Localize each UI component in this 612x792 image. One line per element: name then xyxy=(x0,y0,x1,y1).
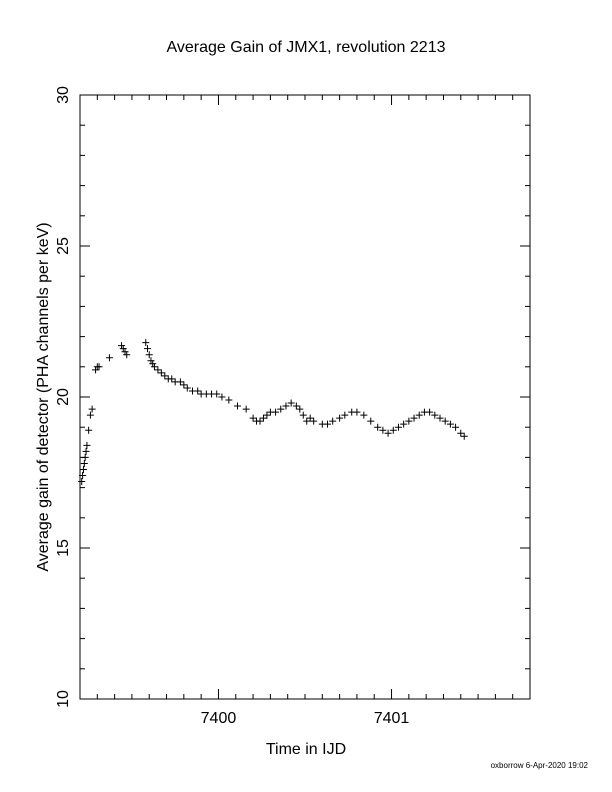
data-point xyxy=(83,441,91,449)
y-axis-label: Average gain of detector (PHA channels p… xyxy=(35,222,52,571)
y-tick-label: 30 xyxy=(55,86,72,104)
x-axis-label: Time in IJD xyxy=(266,741,346,758)
data-point xyxy=(379,426,387,434)
data-point xyxy=(92,366,100,374)
data-point xyxy=(353,408,361,416)
data-point xyxy=(180,381,188,389)
data-point xyxy=(457,429,465,437)
data-point xyxy=(79,472,87,480)
data-point xyxy=(426,408,434,416)
data-point xyxy=(367,417,375,425)
data-point xyxy=(119,345,127,353)
data-point xyxy=(436,414,444,422)
data-point xyxy=(81,453,89,461)
data-point xyxy=(249,414,257,422)
data-point xyxy=(296,405,304,413)
data-point xyxy=(400,420,408,428)
data-point xyxy=(85,426,93,434)
data-point xyxy=(86,411,94,419)
data-point xyxy=(310,417,318,425)
plot-frame xyxy=(79,94,531,700)
data-point xyxy=(374,423,382,431)
data-point xyxy=(121,348,129,356)
data-point xyxy=(88,405,96,413)
y-axis: 10 15 20 25 30 xyxy=(55,86,530,708)
data-point xyxy=(259,414,267,422)
data-point xyxy=(389,426,397,434)
data-point xyxy=(194,387,202,395)
chart-title: Average Gain of JMX1, revolution 2213 xyxy=(167,39,446,56)
data-point xyxy=(410,414,418,422)
data-point xyxy=(234,402,241,410)
x-tick-label: 7401 xyxy=(374,710,410,727)
data-point xyxy=(142,339,150,347)
data-point xyxy=(287,399,295,407)
data-point xyxy=(79,465,87,473)
data-series xyxy=(78,339,468,486)
data-point xyxy=(168,375,176,383)
data-point xyxy=(263,411,271,419)
data-point xyxy=(336,414,344,422)
data-point xyxy=(441,417,449,425)
data-point xyxy=(157,369,165,377)
data-point xyxy=(145,351,153,359)
data-point xyxy=(405,417,413,425)
data-point xyxy=(360,411,368,419)
y-tick-label: 20 xyxy=(55,388,72,406)
data-point xyxy=(147,357,155,365)
data-point xyxy=(460,432,468,440)
x-tick-label: 7400 xyxy=(201,710,237,727)
data-point xyxy=(384,429,392,437)
y-tick-label: 15 xyxy=(55,539,72,557)
data-point xyxy=(431,411,439,419)
data-point xyxy=(78,478,86,486)
data-point xyxy=(282,402,290,410)
data-point xyxy=(213,390,221,398)
data-point xyxy=(341,411,349,419)
data-point xyxy=(149,360,157,368)
data-point xyxy=(161,372,169,380)
data-point xyxy=(95,363,103,371)
data-point xyxy=(154,366,162,374)
data-point xyxy=(299,411,307,419)
footer-stamp: oxborrow 6-Apr-2020 19:02 xyxy=(491,761,589,770)
data-point xyxy=(176,378,184,386)
data-point xyxy=(105,354,113,362)
y-tick-label: 25 xyxy=(55,237,72,255)
data-point xyxy=(394,423,402,431)
data-point xyxy=(225,396,233,404)
data-point xyxy=(415,411,423,419)
data-point xyxy=(242,405,250,413)
data-point xyxy=(80,459,88,467)
data-point xyxy=(144,345,151,353)
data-point xyxy=(303,417,311,425)
data-point xyxy=(123,351,131,359)
data-point xyxy=(292,402,300,410)
data-point xyxy=(446,420,454,428)
data-point xyxy=(218,393,226,401)
data-point xyxy=(452,423,460,431)
x-axis: 7400 7401 xyxy=(79,95,531,727)
data-point xyxy=(272,408,280,416)
data-point xyxy=(82,447,90,455)
data-point xyxy=(183,384,191,392)
data-point xyxy=(256,417,264,425)
y-tick-label: 10 xyxy=(55,690,72,708)
data-point xyxy=(277,405,285,413)
data-point xyxy=(329,417,337,425)
data-point xyxy=(150,363,158,371)
data-point xyxy=(118,342,126,350)
data-point xyxy=(306,414,314,422)
data-point xyxy=(324,420,331,428)
